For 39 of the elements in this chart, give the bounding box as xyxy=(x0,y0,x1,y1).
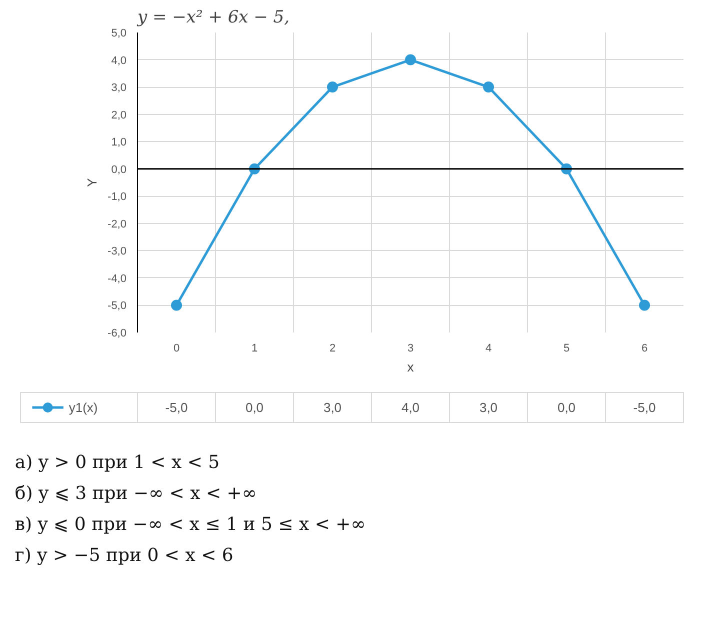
x-axis-title: x xyxy=(407,360,414,374)
text: б) y ⩽ 3 при −∞ < x < +∞ xyxy=(14,483,257,504)
y-tick-label: -6,0 xyxy=(108,328,127,340)
legend-label: y1(x) xyxy=(68,400,98,415)
chart-title: y = −x² + 6x − 5, xyxy=(136,8,290,28)
y-tick-label: 3,0 xyxy=(111,82,127,94)
y-tick-label: -5,0 xyxy=(108,300,127,312)
y-tick-label: 4,0 xyxy=(111,54,127,67)
point xyxy=(327,82,338,93)
data-label: -5,0 xyxy=(165,400,188,415)
x-tick-label: 1 xyxy=(251,342,258,354)
text: а) y > 0 при 1 < x < 5 xyxy=(14,452,220,473)
y-tick-label: -2,0 xyxy=(108,218,127,230)
y-tick-label: 5,0 xyxy=(111,28,127,40)
data-label: 0,0 xyxy=(557,400,576,415)
x-tick-label: 3 xyxy=(407,342,414,354)
text: в) y ⩽ 0 при −∞ < x ≤ 1 и 5 ≤ x < +∞ xyxy=(14,514,366,536)
point xyxy=(171,300,182,311)
y-tick-label: -4,0 xyxy=(108,272,127,285)
data-label: 0,0 xyxy=(245,400,264,415)
x-tick-label: 0 xyxy=(173,342,180,354)
data-label: 4,0 xyxy=(401,400,420,415)
y-tick-label: -1,0 xyxy=(108,191,127,204)
point xyxy=(639,300,650,311)
y-tick-label: 1,0 xyxy=(111,136,127,149)
point xyxy=(483,82,494,93)
y-tick-label: 0,0 xyxy=(111,164,127,176)
x-tick-label: 2 xyxy=(329,342,336,354)
y-axis-title: Y xyxy=(84,178,100,187)
x-tick-label: 6 xyxy=(641,342,648,354)
point xyxy=(405,54,416,66)
x-tick-label: 5 xyxy=(563,342,570,354)
data-label: 3,0 xyxy=(323,400,342,415)
text: г) y > −5 при 0 < x < 6 xyxy=(14,545,234,566)
y-tick-label: 2,0 xyxy=(111,109,127,122)
y-tick-label: -3,0 xyxy=(108,246,127,258)
data-label: 3,0 xyxy=(479,400,498,415)
data-label: -5,0 xyxy=(633,400,656,415)
x-tick-label: 4 xyxy=(485,342,492,354)
